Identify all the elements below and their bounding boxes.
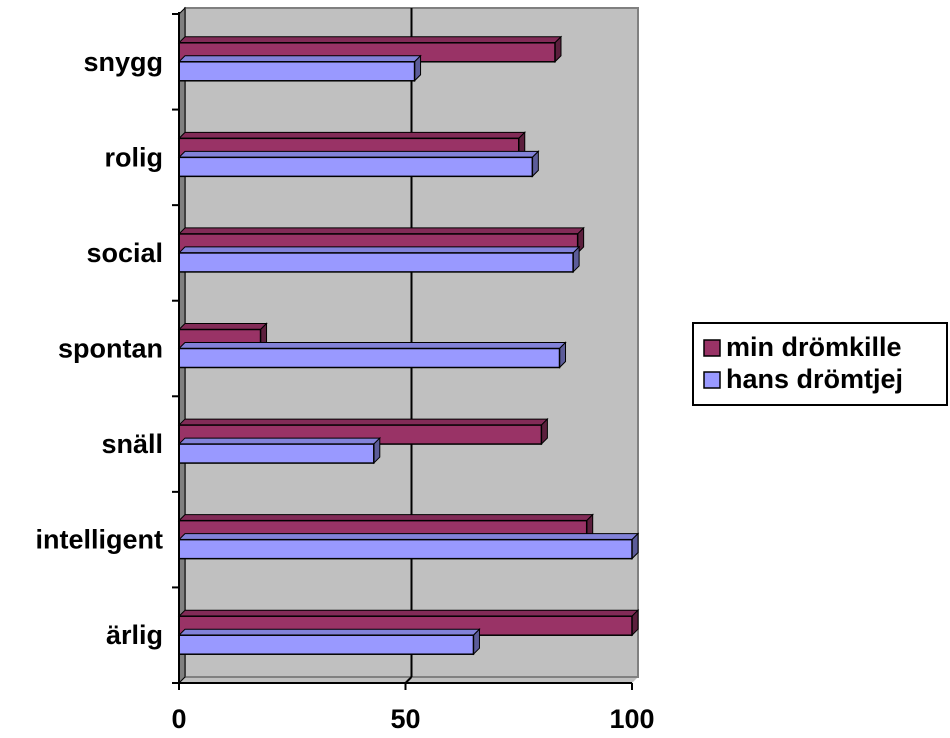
bar-hans-drömtjej-intelligent — [177, 532, 640, 560]
category-label: intelligent — [36, 525, 164, 555]
bar-top-face — [177, 514, 594, 522]
bar-front-face — [178, 443, 375, 464]
bar-top-face — [177, 323, 268, 330]
bar-min-drömkille-snygg — [177, 35, 563, 63]
axes — [172, 12, 633, 690]
bar-hans-drömtjej-rolig — [177, 150, 540, 178]
bar-hans-drömtjej-social — [177, 245, 581, 274]
category-label: spontan — [58, 334, 163, 364]
tick-labels: 0 50 100 — [171, 704, 654, 734]
category-label: rolig — [105, 142, 164, 172]
bar-top-face — [177, 131, 526, 139]
bar-front-face — [178, 347, 561, 369]
bar-top-face — [177, 418, 549, 426]
bar-top-face — [177, 628, 481, 636]
category-label: social — [86, 238, 163, 268]
bar-top-face — [177, 36, 563, 44]
bar-top-face — [177, 533, 640, 541]
legend-label: hans drömtjej — [726, 364, 903, 394]
legend-swatch — [703, 371, 721, 389]
bar-top-face — [177, 227, 585, 235]
x-tick-label: 50 — [390, 704, 420, 734]
bar-hans-drömtjej-spontan — [177, 341, 567, 369]
x-tick-label: 0 — [171, 704, 186, 734]
bar-top-face — [177, 246, 581, 254]
legend-box — [692, 322, 948, 406]
legend-swatch — [703, 339, 721, 357]
bar-hans-drömtjej-snygg — [177, 54, 422, 82]
bar-front-face — [178, 538, 633, 560]
bar-front-face — [178, 156, 534, 178]
bar-front-face — [178, 634, 475, 655]
bar-top-face — [177, 55, 422, 63]
bar-top-face — [177, 342, 567, 349]
category-label: ärlig — [106, 620, 163, 650]
bars — [177, 35, 640, 656]
bar-front-face — [178, 252, 574, 273]
bar-hans-drömtjej-ärlig — [177, 628, 481, 656]
bar-top-face — [177, 150, 540, 158]
category-label: snäll — [101, 429, 163, 459]
category-labels: snygg rolig social spontan snäll intelligent ä… — [36, 47, 164, 650]
x-tick-label: 100 — [609, 704, 654, 734]
category-label: snygg — [83, 47, 163, 77]
bar-top-face — [177, 609, 640, 617]
bar-front-face — [178, 61, 416, 82]
legend-label: min drömkille — [726, 332, 902, 362]
bar-hans-drömtjej-snäll — [177, 436, 381, 465]
bar-top-face — [177, 437, 381, 445]
